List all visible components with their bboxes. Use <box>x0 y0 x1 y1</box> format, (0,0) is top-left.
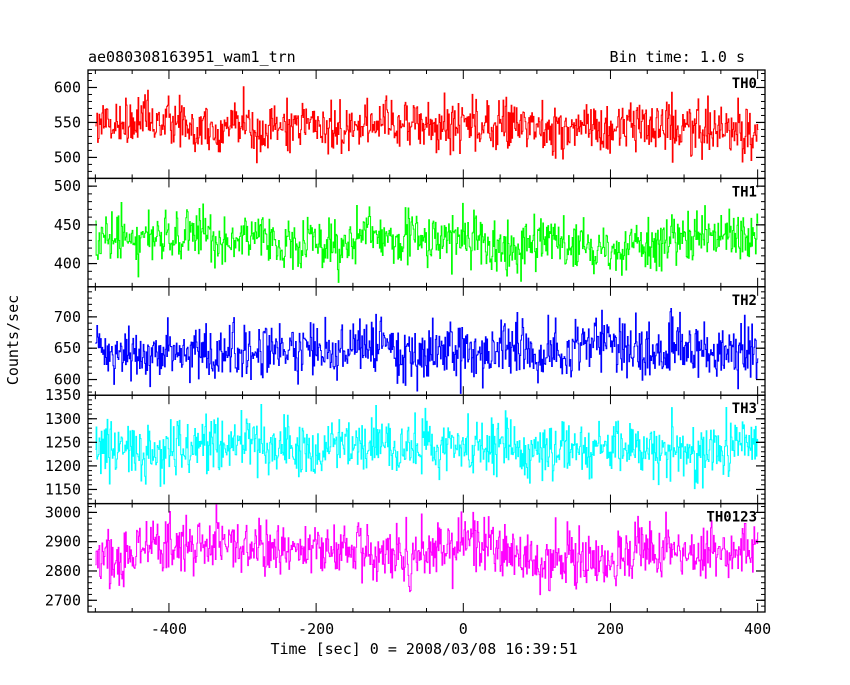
y-tick-label: 400 <box>54 255 81 273</box>
x-tick-label: 200 <box>597 620 624 638</box>
y-tick-label: 450 <box>54 216 81 234</box>
y-tick-label: 2800 <box>45 562 81 580</box>
y-tick-label: 1200 <box>45 457 81 475</box>
panel-label: TH2 <box>732 293 757 309</box>
x-tick-label: 0 <box>459 620 468 638</box>
bin-time-label: Bin time: 1.0 s <box>610 48 745 66</box>
y-axis-title: Counts/sec <box>4 295 22 385</box>
x-tick-label: -200 <box>298 620 334 638</box>
y-tick-label: 600 <box>54 78 81 96</box>
series-line-th2 <box>95 308 759 394</box>
y-tick-label: 3000 <box>45 503 81 521</box>
panel-label: TH0123 <box>706 510 757 526</box>
panel-label: TH3 <box>732 401 757 417</box>
x-tick-label: 400 <box>744 620 771 638</box>
y-tick-label: 500 <box>54 177 81 195</box>
y-tick-label: 650 <box>54 339 81 357</box>
y-tick-label: 600 <box>54 371 81 389</box>
series-line-th1 <box>95 202 759 283</box>
x-axis-title: Time [sec] 0 = 2008/03/08 16:39:51 <box>270 640 577 658</box>
y-tick-label: 500 <box>54 148 81 166</box>
x-tick-label: -400 <box>151 620 187 638</box>
series-line-th3 <box>95 404 759 490</box>
y-tick-label: 1300 <box>45 410 81 428</box>
chart-title: ae080308163951_wam1_trn <box>88 48 296 66</box>
series-line-th0 <box>95 86 759 164</box>
panel-th3: 1150 1200 1250 1300 1350 TH3 <box>45 386 766 505</box>
y-tick-label: 1350 <box>45 386 81 404</box>
panel-th2: 600 650 700 TH2 <box>54 286 766 396</box>
panel-label: TH1 <box>732 184 757 200</box>
panel-th0: 500 550 600 TH0 <box>54 69 766 180</box>
y-tick-label: 1250 <box>45 433 81 451</box>
panels-group: 500 550 600 TH0 400 450 500 TH1 600 650 700 TH2 1150… <box>45 69 771 638</box>
y-tick-label: 1150 <box>45 480 81 498</box>
y-tick-label: 2900 <box>45 533 81 551</box>
series-line-th0123 <box>95 504 759 596</box>
y-tick-label: 700 <box>54 308 81 326</box>
panel-th0123: 2700 2800 2900 3000 TH0123 <box>45 502 766 613</box>
y-tick-label: 2700 <box>45 591 81 609</box>
y-tick-label: 550 <box>54 113 81 131</box>
panel-th1: 400 450 500 TH1 <box>54 177 766 288</box>
panel-label: TH0 <box>732 76 757 92</box>
